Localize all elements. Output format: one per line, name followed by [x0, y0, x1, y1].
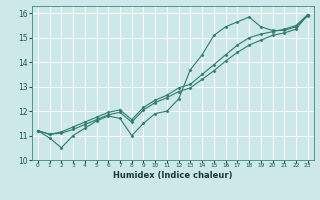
X-axis label: Humidex (Indice chaleur): Humidex (Indice chaleur) [113, 171, 233, 180]
